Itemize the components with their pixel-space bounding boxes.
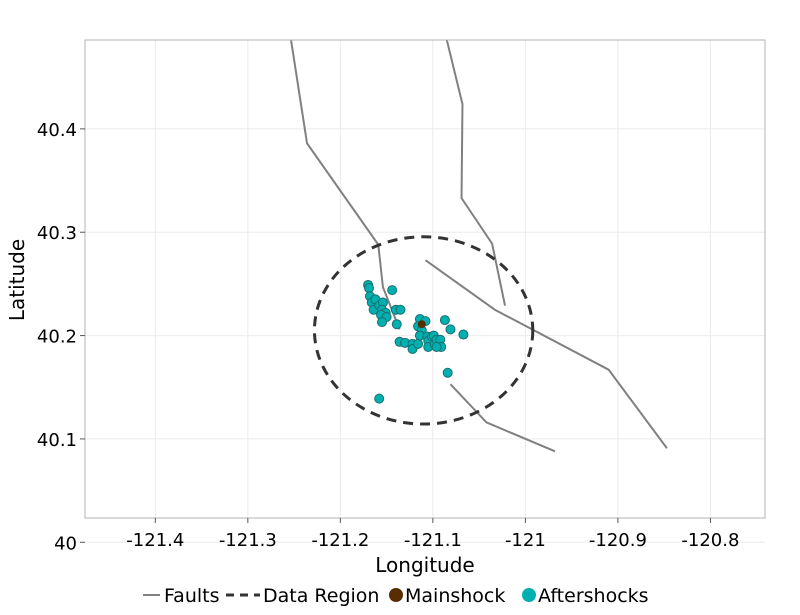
aftershock-point xyxy=(413,338,424,349)
fault-line xyxy=(424,259,668,449)
y-tick-label: 40 xyxy=(54,533,77,554)
legend-mainshock-label: Mainshock xyxy=(405,585,505,607)
data-region-layer xyxy=(312,235,535,426)
aftershock-point xyxy=(376,317,387,328)
aftershock-point xyxy=(431,341,442,352)
fault-line xyxy=(750,570,769,605)
aftershock-point xyxy=(391,319,402,330)
y-tick-label: 40.3 xyxy=(37,223,77,244)
legend-aftershocks-swatch xyxy=(522,588,536,602)
legend: Faults Data Region Mainshock Aftershocks xyxy=(143,585,649,607)
aftershocks-layer xyxy=(363,279,469,404)
y-axis: 40 40.1 40.2 40.3 40.4 xyxy=(37,120,85,554)
x-tick-label: -120.9 xyxy=(589,530,647,551)
plot-border xyxy=(84,39,766,519)
aftershock-point xyxy=(374,393,385,404)
legend-region-label: Data Region xyxy=(263,585,379,607)
aftershock-point xyxy=(364,283,375,294)
x-tick-label: -121.4 xyxy=(126,530,184,551)
y-tick-label: 40.4 xyxy=(37,120,77,141)
x-axis: -121.4 -121.3 -121.2 -121.1 -121 -120.9 -120.8 xyxy=(126,518,739,551)
x-axis-label: Longitude xyxy=(375,553,474,577)
gridlines xyxy=(85,40,765,543)
x-tick-label: -121 xyxy=(505,530,546,551)
aftershock-point xyxy=(395,304,406,315)
aftershock-point xyxy=(439,315,450,326)
faults-layer xyxy=(290,40,769,605)
y-tick-label: 40.2 xyxy=(37,327,77,348)
aftershock-point xyxy=(387,285,398,296)
x-tick-label: -120.8 xyxy=(681,530,739,551)
y-tick-label: 40.1 xyxy=(37,430,77,451)
data-region-ellipse xyxy=(312,235,535,426)
mainshock-point xyxy=(417,320,426,329)
fault-line xyxy=(445,40,507,306)
x-tick-label: -121.2 xyxy=(311,530,369,551)
legend-mainshock-swatch xyxy=(389,588,403,602)
aftershock-point xyxy=(458,329,469,340)
legend-aftershocks-label: Aftershocks xyxy=(538,585,649,607)
fault-line xyxy=(290,40,401,330)
aftershock-point xyxy=(442,367,453,378)
aftershock-point xyxy=(445,324,456,335)
legend-faults-label: Faults xyxy=(164,585,220,607)
x-tick-label: -121.3 xyxy=(219,530,277,551)
x-tick-label: -121.1 xyxy=(404,530,462,551)
y-axis-label: Latitude xyxy=(5,239,29,321)
mainshock-layer xyxy=(417,320,426,329)
fault-line xyxy=(449,383,556,453)
